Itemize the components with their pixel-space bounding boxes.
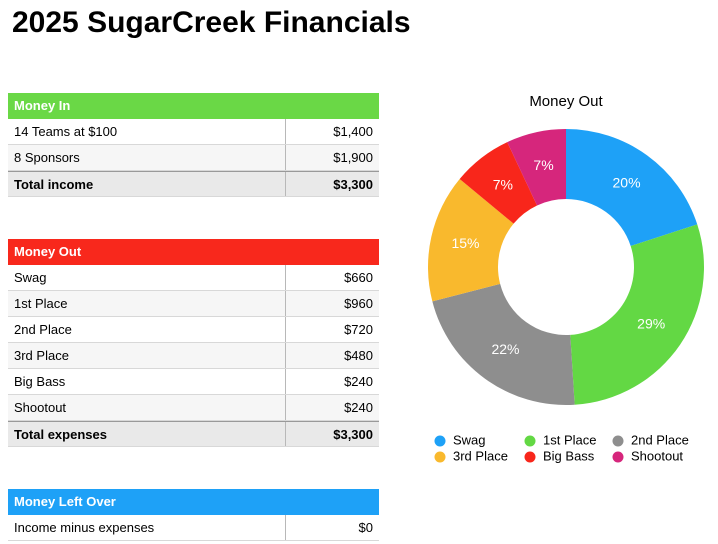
legend-label: 1st Place (543, 432, 596, 447)
row-value: $960 (344, 296, 373, 311)
table-row: 1st Place $960 (8, 291, 379, 317)
table-row: Shootout $240 (8, 395, 379, 421)
table-row: Swag $660 (8, 265, 379, 291)
slice-label: 20% (613, 174, 641, 190)
legend-label: 3rd Place (453, 448, 508, 463)
table-header: Money Left Over (8, 489, 379, 515)
row-label: 14 Teams at $100 (8, 119, 286, 144)
table: Money Left Over Income minus expenses $0 (8, 489, 379, 541)
legend-label: Swag (453, 432, 486, 447)
legend-label: 2nd Place (631, 432, 689, 447)
donut-slice (566, 129, 698, 246)
slice-label: 7% (493, 176, 513, 192)
row-label: Big Bass (8, 369, 286, 394)
row-label: Swag (8, 265, 286, 290)
table-header: Money In (8, 93, 379, 119)
donut-slice (570, 224, 704, 405)
table-row: Income minus expenses $0 (8, 515, 379, 541)
legend-swatch (524, 451, 536, 463)
donut-slice (432, 283, 575, 405)
table: Money In 14 Teams at $100 $1,400 8 Sponsors… (8, 93, 379, 197)
legend-swatch (612, 435, 624, 447)
row-value: $1,400 (333, 124, 373, 139)
row-value: $720 (344, 322, 373, 337)
table-row: Big Bass $240 (8, 369, 379, 395)
total-value: $3,300 (333, 427, 373, 442)
donut-slice (507, 129, 566, 206)
row-label: Shootout (8, 395, 286, 420)
legend-swatch (524, 435, 536, 447)
legend-label: Big Bass (543, 448, 595, 463)
slice-label: 7% (533, 157, 553, 173)
legend-label: Shootout (631, 448, 683, 463)
row-label: 2nd Place (8, 317, 286, 342)
slice-label: 29% (637, 316, 665, 332)
total-row: Total expenses $3,300 (8, 421, 379, 447)
legend-swatch (434, 435, 446, 447)
table-row: 14 Teams at $100 $1,400 (8, 119, 379, 145)
table-row: 2nd Place $720 (8, 317, 379, 343)
chart-title: Money Out (529, 93, 603, 110)
row-value: $660 (344, 270, 373, 285)
total-label: Total income (8, 172, 286, 196)
table-row: 8 Sponsors $1,900 (8, 145, 379, 171)
total-value: $3,300 (333, 177, 373, 192)
row-value: $240 (344, 400, 373, 415)
page-title: 2025 SugarCreek Financials (12, 6, 411, 39)
row-label: 1st Place (8, 291, 286, 316)
row-label: 8 Sponsors (8, 145, 286, 170)
total-row: Total income $3,300 (8, 171, 379, 197)
table-header: Money Out (8, 239, 379, 265)
row-value: $480 (344, 348, 373, 363)
row-label: 3rd Place (8, 343, 286, 368)
legend-swatch (434, 451, 446, 463)
total-label: Total expenses (8, 422, 286, 446)
row-value: $0 (358, 520, 373, 535)
table: Money Out Swag $660 1st Place $960 2nd Place $… (8, 239, 379, 447)
row-value: $1,900 (333, 150, 373, 165)
donut-slice (428, 179, 514, 302)
row-value: $240 (344, 374, 373, 389)
table-row: 3rd Place $480 (8, 343, 379, 369)
slice-label: 15% (451, 235, 479, 251)
donut-slice (459, 142, 538, 224)
row-label: Income minus expenses (8, 515, 286, 540)
slice-label: 22% (491, 341, 519, 357)
legend-swatch (612, 451, 624, 463)
